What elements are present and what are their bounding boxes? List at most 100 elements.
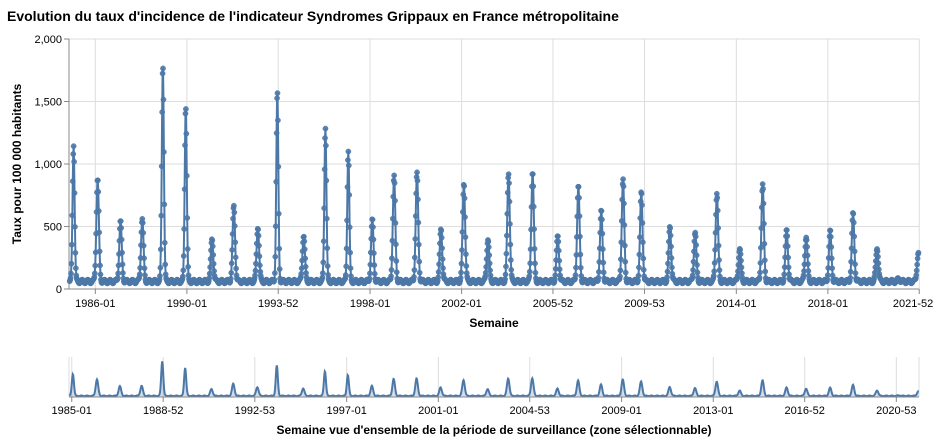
data-point [370, 224, 376, 230]
data-point [71, 190, 78, 196]
data-point [617, 273, 623, 280]
data-point [207, 264, 213, 271]
data-point [231, 223, 238, 229]
data-point [636, 264, 642, 271]
data-point [531, 226, 537, 232]
data-point [760, 200, 767, 207]
data-point [276, 245, 283, 252]
data-point [458, 269, 464, 276]
x-axis-title: Semaine [469, 316, 519, 330]
data-point [737, 251, 744, 258]
data-point [618, 218, 625, 224]
data-point [711, 268, 718, 275]
data-point [389, 255, 395, 262]
data-point [302, 255, 309, 262]
data-point [120, 270, 126, 276]
y-tick-label: 1,500 [34, 97, 62, 109]
data-point [228, 269, 235, 276]
data-point [182, 142, 188, 149]
data-point [371, 270, 378, 277]
overview-x-tick-label: 2009-01 [601, 405, 641, 417]
data-point [827, 227, 834, 234]
data-point [119, 261, 126, 268]
data-point [273, 178, 280, 185]
data-point [345, 162, 352, 169]
data-point [784, 233, 791, 239]
data-point [96, 248, 103, 255]
data-point [804, 243, 810, 250]
data-point [232, 254, 239, 261]
data-point [323, 177, 330, 184]
data-point [257, 262, 263, 269]
data-point [715, 242, 722, 249]
data-point [273, 130, 280, 136]
data-point [274, 90, 281, 96]
data-point [347, 265, 354, 272]
data-point [369, 216, 376, 223]
data-point [411, 274, 417, 280]
data-point [229, 247, 235, 253]
data-point [324, 263, 331, 269]
data-point [875, 260, 882, 267]
data-point [636, 251, 643, 258]
data-point [852, 270, 859, 277]
data-point [636, 234, 643, 241]
data-point [711, 260, 718, 266]
data-point [716, 267, 723, 273]
data-point [68, 260, 75, 267]
data-point [272, 223, 279, 230]
data-point [91, 270, 98, 277]
data-point [847, 268, 854, 275]
data-point [179, 273, 186, 280]
data-point [95, 177, 101, 184]
data-point [507, 257, 514, 263]
data-point [159, 109, 165, 115]
overview-chart[interactable]: 1985-01 1988-52 1992-53 1997-01 2001-01 2004-… [52, 357, 920, 437]
data-point [161, 239, 168, 246]
x-tick-label: 2014-01 [716, 298, 756, 310]
data-point [506, 198, 513, 205]
data-point [391, 172, 397, 179]
data-point [367, 270, 373, 277]
data-point [529, 171, 536, 177]
data-point [256, 253, 263, 260]
data-point [555, 247, 562, 254]
data-point [255, 232, 262, 239]
data-point [233, 265, 239, 272]
data-point [756, 274, 763, 281]
data-point [598, 208, 605, 214]
data-point [504, 189, 511, 196]
data-point [506, 180, 512, 186]
data-point [438, 227, 445, 234]
data-point [503, 263, 509, 270]
data-point [413, 190, 420, 197]
data-point [851, 233, 858, 240]
data-point [459, 209, 466, 215]
data-point [483, 264, 489, 270]
data-point [440, 265, 446, 271]
data-point [416, 258, 423, 265]
data-point [575, 183, 582, 190]
data-point [275, 117, 281, 124]
y-tick-label: 0 [56, 284, 62, 296]
data-point [415, 241, 422, 248]
data-point [600, 259, 607, 266]
data-point [875, 253, 881, 260]
data-point [157, 273, 163, 279]
data-line [68, 67, 920, 285]
chart-title: Evolution du taux d'incidence de l'indic… [7, 8, 619, 24]
data-point [411, 267, 418, 273]
data-point [69, 212, 76, 219]
data-point [139, 220, 146, 226]
data-point [438, 234, 445, 241]
main-chart[interactable]: 0 500 1,000 1,500 2,000 1986-01 1990-01 1993-52… [10, 34, 933, 330]
data-point [805, 268, 812, 274]
data-point [159, 70, 166, 77]
data-point [70, 151, 77, 157]
data-point [118, 225, 125, 231]
data-point [321, 166, 328, 173]
data-point [301, 246, 308, 253]
data-point [345, 157, 351, 163]
data-point [914, 261, 921, 268]
data-point [599, 246, 606, 252]
